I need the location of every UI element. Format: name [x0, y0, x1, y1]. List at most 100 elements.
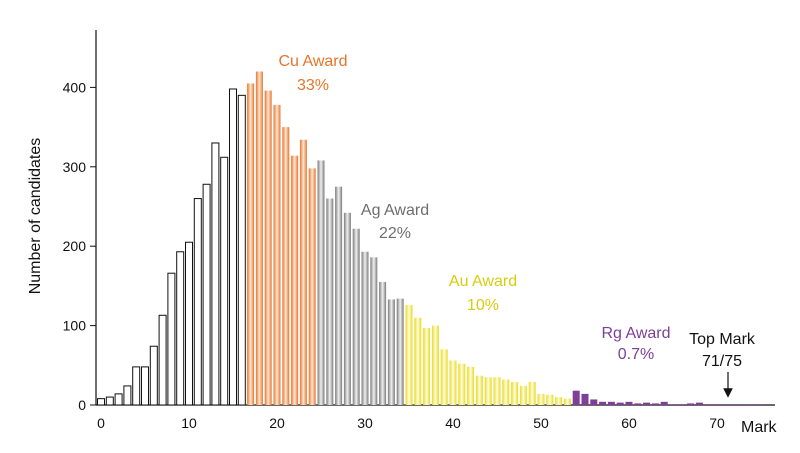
y-tick-label: 200 — [63, 238, 87, 254]
bar-no-award — [132, 366, 141, 406]
bar-rg-award — [643, 402, 651, 405]
y-tick-label: 400 — [63, 79, 87, 95]
bar-ag-award — [343, 212, 351, 405]
bar-rg-award — [634, 403, 642, 405]
bar-rg-award — [731, 404, 739, 406]
bar-rg-award — [625, 401, 633, 405]
bar-rg-award — [695, 402, 703, 405]
bar-no-award — [105, 396, 114, 406]
bar-cu-award — [282, 127, 290, 405]
bar-no-award — [185, 241, 193, 406]
bar-rg-award — [713, 404, 721, 406]
bar-rg-award — [590, 399, 598, 405]
bar-no-award — [97, 398, 105, 406]
x-tick-label: 30 — [357, 415, 373, 431]
top-mark-title: Top Mark — [689, 331, 756, 348]
bar-no-award — [114, 393, 123, 406]
bar-rg-award — [757, 404, 765, 406]
x-axis-ticks: 0 10 20 30 40 50 60 70 — [97, 415, 725, 431]
x-tick-label: 50 — [533, 415, 549, 431]
award-label-au: Au Award — [449, 273, 517, 290]
bar-no-award — [237, 94, 246, 406]
bar-ag-award — [361, 251, 369, 405]
award-label-rg: Rg Award — [601, 325, 670, 342]
bar-rg-award — [660, 401, 668, 405]
bar-rg-award — [687, 403, 695, 405]
bar-rg-award — [572, 390, 580, 405]
bar-au-award — [537, 393, 545, 405]
bar-cu-award — [299, 139, 307, 406]
bar-rg-award — [739, 404, 747, 406]
bar-ag-award — [379, 281, 387, 405]
bar-au-award — [563, 398, 571, 405]
bar-au-award — [528, 381, 536, 405]
y-tick-label: 300 — [63, 159, 87, 175]
y-tick-label: 100 — [63, 318, 87, 334]
bar-no-award — [202, 183, 211, 406]
bar-cu-award — [273, 104, 281, 406]
bar-rg-award — [704, 404, 712, 406]
bar-au-award — [511, 381, 519, 405]
award-percent-ag: 22% — [379, 225, 411, 242]
x-tick-label: 0 — [97, 415, 105, 431]
award-percent-rg: 0.7% — [618, 346, 654, 363]
bar-au-award — [440, 349, 448, 405]
bar-rg-award — [651, 403, 659, 405]
bar-au-award — [449, 360, 457, 405]
bar-ag-award — [370, 257, 378, 405]
y-tick-label: 0 — [78, 397, 86, 413]
bar-no-award — [123, 385, 132, 406]
y-axis-ticks: 0 100 200 300 400 — [63, 79, 96, 413]
bar-au-award — [458, 363, 466, 405]
bar-no-award — [167, 272, 176, 406]
bar-au-award — [423, 327, 431, 405]
bar-cu-award — [291, 155, 299, 405]
top-mark-value: 71/75 — [702, 353, 742, 370]
bar-ag-award — [335, 186, 343, 405]
bar-au-award — [414, 317, 422, 405]
bar-rg-award — [748, 404, 756, 406]
bar-rg-award — [669, 404, 677, 406]
x-tick-label: 70 — [709, 415, 725, 431]
bar-no-award — [193, 198, 202, 406]
bar-cu-award — [308, 168, 316, 405]
x-tick-label: 40 — [445, 415, 461, 431]
bar-ag-award — [387, 299, 395, 405]
award-label-cu: Cu Award — [278, 53, 347, 70]
y-axis-title: Number of candidates — [27, 138, 44, 295]
bar-au-award — [431, 325, 439, 405]
award-percent-au: 10% — [467, 297, 499, 314]
bar-au-award — [405, 304, 413, 405]
bar-au-award — [546, 394, 554, 405]
bar-rg-award — [678, 404, 686, 406]
bar-rg-award — [722, 404, 730, 406]
bar-no-award — [158, 314, 167, 406]
x-tick-label: 60 — [621, 415, 637, 431]
bar-cu-award — [247, 83, 255, 406]
bar-au-award — [502, 379, 510, 405]
x-axis-title: Mark — [741, 419, 778, 436]
bar-au-award — [467, 366, 475, 405]
award-percent-cu: 33% — [297, 77, 329, 94]
bar-no-award — [141, 366, 149, 406]
bar-ag-award — [396, 298, 404, 405]
bar-ag-award — [352, 228, 360, 405]
bar-au-award — [555, 397, 563, 405]
bar-au-award — [484, 377, 492, 405]
bar-cu-award — [255, 71, 263, 406]
bar-rg-award — [581, 393, 589, 405]
x-tick-label: 20 — [269, 415, 285, 431]
award-label-ag: Ag Award — [361, 202, 429, 219]
bar-rg-award — [599, 401, 607, 405]
bar-ag-award — [317, 160, 325, 405]
x-tick-label: 10 — [181, 415, 197, 431]
bar-au-award — [519, 385, 527, 405]
bar-au-award — [475, 375, 483, 405]
histogram-bars — [97, 71, 765, 406]
bar-no-award — [149, 345, 158, 406]
bar-no-award — [220, 156, 229, 406]
bar-no-award — [176, 251, 185, 406]
bar-cu-award — [264, 90, 272, 405]
